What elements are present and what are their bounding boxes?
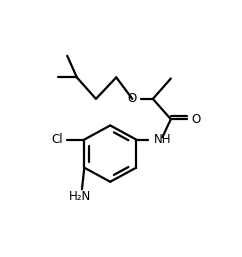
Text: H₂N: H₂N <box>68 190 91 203</box>
Text: NH: NH <box>154 133 172 146</box>
Text: O: O <box>191 113 200 126</box>
Text: Cl: Cl <box>51 133 63 146</box>
Text: O: O <box>127 92 137 105</box>
